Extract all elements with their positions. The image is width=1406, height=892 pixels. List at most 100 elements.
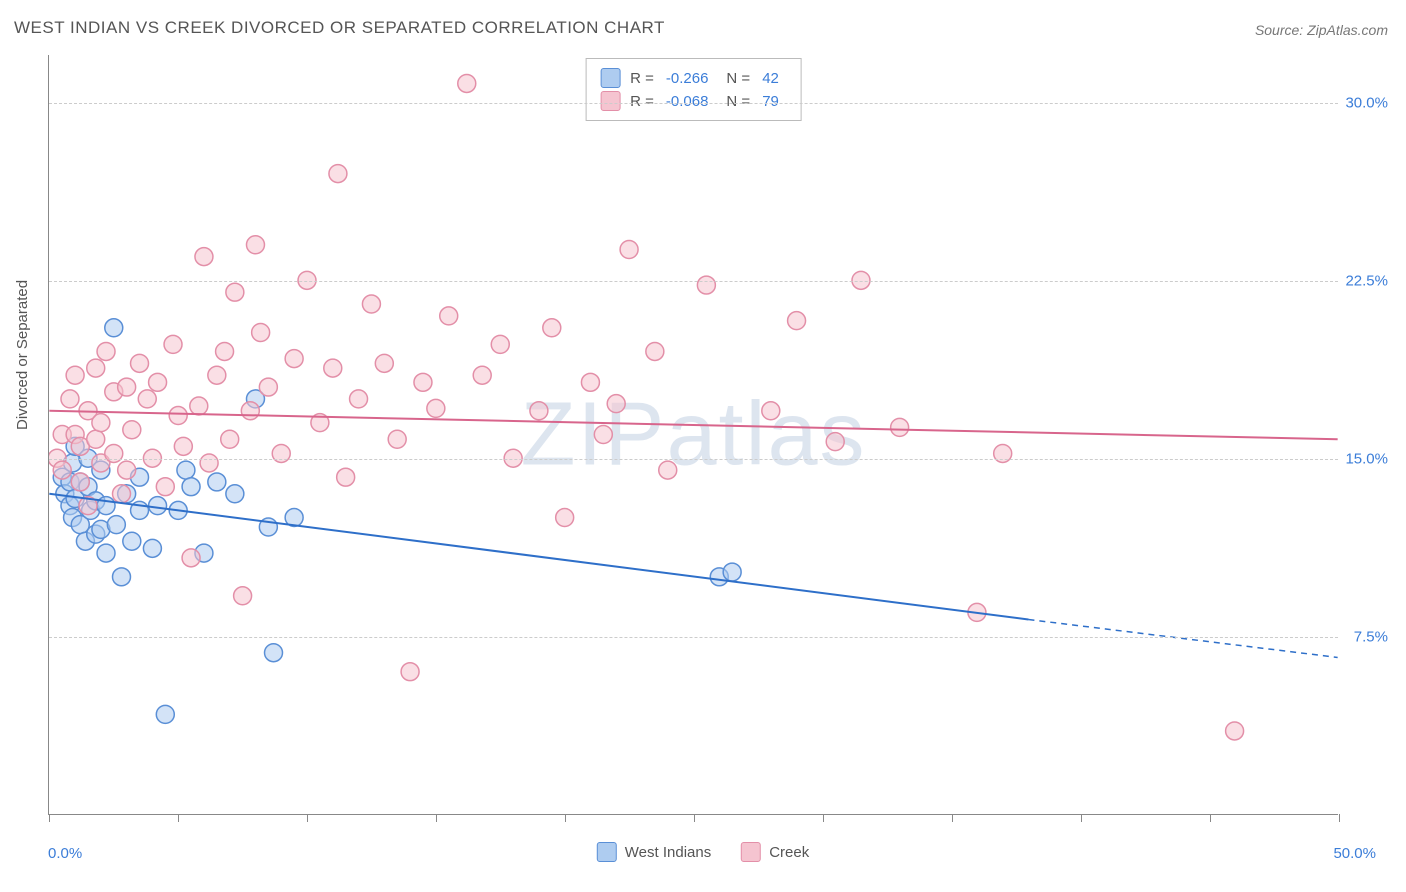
data-point [92, 414, 110, 432]
data-point [105, 444, 123, 462]
data-point [113, 568, 131, 586]
x-tick [307, 814, 308, 822]
data-point [221, 430, 239, 448]
data-point [458, 74, 476, 92]
data-point [826, 433, 844, 451]
data-point [226, 283, 244, 301]
data-point [762, 402, 780, 420]
y-tick-label: 22.5% [1345, 272, 1388, 289]
data-point [337, 468, 355, 486]
data-point [375, 354, 393, 372]
regression-line-extension [1028, 620, 1337, 658]
x-tick [1210, 814, 1211, 822]
x-tick [1339, 814, 1340, 822]
data-point [246, 236, 264, 254]
data-point [241, 402, 259, 420]
data-point [156, 705, 174, 723]
data-point [440, 307, 458, 325]
data-point [177, 461, 195, 479]
data-point [190, 397, 208, 415]
x-axis-label-left: 0.0% [48, 845, 82, 862]
y-axis-title: Divorced or Separated [14, 280, 31, 430]
data-point [891, 418, 909, 436]
data-point [195, 248, 213, 266]
legend-swatch-west-indians [597, 842, 617, 862]
bottom-legend: West Indians Creek [597, 842, 809, 862]
data-point [123, 532, 141, 550]
data-point [723, 563, 741, 581]
data-point [324, 359, 342, 377]
x-tick [823, 814, 824, 822]
x-tick [178, 814, 179, 822]
data-point [169, 407, 187, 425]
regression-line [49, 411, 1337, 439]
data-point [118, 378, 136, 396]
data-point [350, 390, 368, 408]
y-tick-label: 15.0% [1345, 450, 1388, 467]
data-point [216, 342, 234, 360]
data-point [208, 473, 226, 491]
legend-label-creek: Creek [769, 844, 809, 861]
x-tick [436, 814, 437, 822]
data-point [543, 319, 561, 337]
data-point [105, 319, 123, 337]
data-point [174, 437, 192, 455]
data-point [182, 549, 200, 567]
data-point [143, 539, 161, 557]
data-point [164, 335, 182, 353]
data-point [53, 461, 71, 479]
gridline [49, 637, 1338, 638]
data-point [259, 378, 277, 396]
data-point [620, 241, 638, 259]
data-point [149, 497, 167, 515]
y-tick-label: 30.0% [1345, 94, 1388, 111]
data-point [156, 478, 174, 496]
x-tick [952, 814, 953, 822]
data-point [427, 399, 445, 417]
data-point [362, 295, 380, 313]
data-point [118, 461, 136, 479]
data-point [329, 165, 347, 183]
source-label: Source: ZipAtlas.com [1255, 22, 1388, 38]
data-point [265, 644, 283, 662]
data-point [97, 342, 115, 360]
data-point [285, 350, 303, 368]
data-point [581, 373, 599, 391]
legend-item-creek: Creek [741, 842, 809, 862]
data-point [123, 421, 141, 439]
legend-label-west-indians: West Indians [625, 844, 711, 861]
chart-title: WEST INDIAN VS CREEK DIVORCED OR SEPARAT… [14, 18, 665, 38]
data-point [71, 473, 89, 491]
data-point [87, 430, 105, 448]
data-point [491, 335, 509, 353]
data-point [556, 509, 574, 527]
data-point [208, 366, 226, 384]
plot-area: ZIPatlas R = -0.266 N = 42 R = -0.068 N … [48, 55, 1338, 815]
data-point [138, 390, 156, 408]
data-point [530, 402, 548, 420]
data-point [646, 342, 664, 360]
data-point [66, 366, 84, 384]
data-point [131, 354, 149, 372]
data-point [659, 461, 677, 479]
gridline [49, 459, 1338, 460]
data-point [788, 312, 806, 330]
x-axis-label-right: 50.0% [1333, 845, 1376, 862]
legend-swatch-creek [741, 842, 761, 862]
data-point [97, 544, 115, 562]
x-tick [565, 814, 566, 822]
data-point [414, 373, 432, 391]
gridline [49, 103, 1338, 104]
data-point [1226, 722, 1244, 740]
data-point [994, 444, 1012, 462]
data-point [149, 373, 167, 391]
data-point [226, 485, 244, 503]
data-point [113, 485, 131, 503]
data-point [61, 390, 79, 408]
gridline [49, 281, 1338, 282]
data-point [401, 663, 419, 681]
data-point [272, 444, 290, 462]
x-tick [1081, 814, 1082, 822]
plot-svg [49, 55, 1338, 814]
data-point [697, 276, 715, 294]
